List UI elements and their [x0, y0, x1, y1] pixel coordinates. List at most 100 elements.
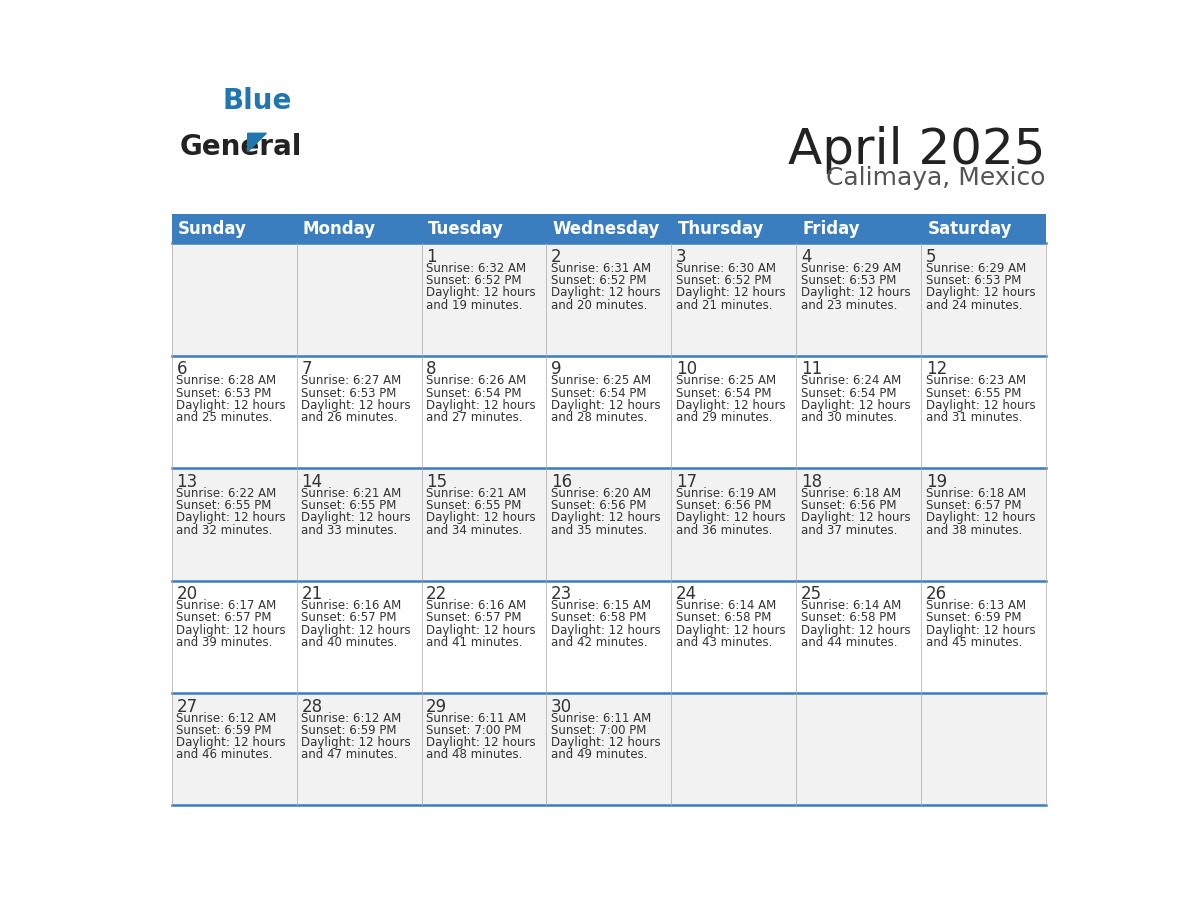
Text: Sunrise: 6:21 AM: Sunrise: 6:21 AM: [426, 487, 526, 499]
Text: Sunset: 6:57 PM: Sunset: 6:57 PM: [925, 499, 1022, 512]
Text: and 19 minutes.: and 19 minutes.: [426, 299, 523, 312]
Text: Sunset: 6:53 PM: Sunset: 6:53 PM: [176, 386, 272, 399]
Text: and 48 minutes.: and 48 minutes.: [426, 748, 523, 762]
Text: and 23 minutes.: and 23 minutes.: [801, 299, 897, 312]
Bar: [172, 243, 1045, 356]
Text: Sunrise: 6:13 AM: Sunrise: 6:13 AM: [925, 599, 1026, 612]
Text: Sunset: 6:56 PM: Sunset: 6:56 PM: [676, 499, 771, 512]
Text: Daylight: 12 hours: Daylight: 12 hours: [426, 399, 536, 412]
Text: Daylight: 12 hours: Daylight: 12 hours: [801, 286, 910, 299]
Text: 14: 14: [302, 473, 322, 491]
Text: Daylight: 12 hours: Daylight: 12 hours: [176, 623, 286, 637]
Text: and 46 minutes.: and 46 minutes.: [176, 748, 273, 762]
Text: 4: 4: [801, 248, 811, 266]
Text: Daylight: 12 hours: Daylight: 12 hours: [676, 399, 785, 412]
Text: 9: 9: [551, 361, 562, 378]
Text: and 37 minutes.: and 37 minutes.: [801, 523, 897, 537]
Text: and 38 minutes.: and 38 minutes.: [925, 523, 1022, 537]
Text: 21: 21: [302, 586, 322, 603]
Text: Sunset: 6:52 PM: Sunset: 6:52 PM: [676, 274, 771, 287]
Bar: [172, 468, 1045, 580]
Text: Sunset: 6:55 PM: Sunset: 6:55 PM: [925, 386, 1022, 399]
Text: Sunset: 6:54 PM: Sunset: 6:54 PM: [676, 386, 771, 399]
Text: Sunrise: 6:20 AM: Sunrise: 6:20 AM: [551, 487, 651, 499]
Text: Sunrise: 6:21 AM: Sunrise: 6:21 AM: [302, 487, 402, 499]
Text: Sunset: 6:57 PM: Sunset: 6:57 PM: [426, 611, 522, 624]
Text: and 49 minutes.: and 49 minutes.: [551, 748, 647, 762]
Text: 15: 15: [426, 473, 448, 491]
Text: 24: 24: [676, 586, 697, 603]
Text: Daylight: 12 hours: Daylight: 12 hours: [676, 286, 785, 299]
Text: Daylight: 12 hours: Daylight: 12 hours: [551, 286, 661, 299]
Text: Daylight: 12 hours: Daylight: 12 hours: [302, 736, 411, 749]
Text: Sunset: 6:52 PM: Sunset: 6:52 PM: [426, 274, 522, 287]
Text: Sunrise: 6:11 AM: Sunrise: 6:11 AM: [426, 711, 526, 724]
Text: Sunset: 6:53 PM: Sunset: 6:53 PM: [801, 274, 896, 287]
Text: Daylight: 12 hours: Daylight: 12 hours: [925, 623, 1035, 637]
Text: Sunrise: 6:24 AM: Sunrise: 6:24 AM: [801, 375, 901, 387]
Text: April 2025: April 2025: [789, 126, 1045, 174]
Text: 11: 11: [801, 361, 822, 378]
Text: Sunrise: 6:14 AM: Sunrise: 6:14 AM: [801, 599, 901, 612]
Text: Monday: Monday: [303, 219, 375, 238]
Text: and 42 minutes.: and 42 minutes.: [551, 636, 647, 649]
Text: Sunrise: 6:15 AM: Sunrise: 6:15 AM: [551, 599, 651, 612]
Text: Daylight: 12 hours: Daylight: 12 hours: [426, 736, 536, 749]
Text: Sunrise: 6:28 AM: Sunrise: 6:28 AM: [176, 375, 277, 387]
Text: Sunset: 6:54 PM: Sunset: 6:54 PM: [551, 386, 646, 399]
Text: and 43 minutes.: and 43 minutes.: [676, 636, 772, 649]
Text: and 36 minutes.: and 36 minutes.: [676, 523, 772, 537]
Bar: [172, 356, 1045, 468]
Text: Sunrise: 6:23 AM: Sunrise: 6:23 AM: [925, 375, 1026, 387]
Text: and 40 minutes.: and 40 minutes.: [302, 636, 398, 649]
Text: Daylight: 12 hours: Daylight: 12 hours: [176, 399, 286, 412]
Text: Daylight: 12 hours: Daylight: 12 hours: [302, 399, 411, 412]
Text: 3: 3: [676, 248, 687, 266]
Text: 10: 10: [676, 361, 697, 378]
Text: and 45 minutes.: and 45 minutes.: [925, 636, 1022, 649]
Text: Sunset: 6:53 PM: Sunset: 6:53 PM: [302, 386, 397, 399]
Text: Sunrise: 6:14 AM: Sunrise: 6:14 AM: [676, 599, 776, 612]
Text: 13: 13: [176, 473, 197, 491]
Text: Sunset: 6:57 PM: Sunset: 6:57 PM: [302, 611, 397, 624]
Bar: [172, 693, 1045, 805]
Text: and 39 minutes.: and 39 minutes.: [176, 636, 273, 649]
Text: Friday: Friday: [802, 219, 860, 238]
Text: Sunset: 6:53 PM: Sunset: 6:53 PM: [925, 274, 1022, 287]
Text: 5: 5: [925, 248, 936, 266]
Text: 18: 18: [801, 473, 822, 491]
Text: Daylight: 12 hours: Daylight: 12 hours: [302, 511, 411, 524]
Text: 23: 23: [551, 586, 573, 603]
Text: Daylight: 12 hours: Daylight: 12 hours: [551, 511, 661, 524]
Text: Daylight: 12 hours: Daylight: 12 hours: [426, 623, 536, 637]
Text: 30: 30: [551, 698, 573, 716]
Polygon shape: [248, 133, 266, 151]
Bar: [172, 214, 1045, 243]
Text: and 41 minutes.: and 41 minutes.: [426, 636, 523, 649]
Text: Sunset: 6:59 PM: Sunset: 6:59 PM: [302, 724, 397, 737]
Text: 7: 7: [302, 361, 311, 378]
Text: Sunset: 6:54 PM: Sunset: 6:54 PM: [426, 386, 522, 399]
Text: Daylight: 12 hours: Daylight: 12 hours: [801, 399, 910, 412]
Text: Daylight: 12 hours: Daylight: 12 hours: [426, 511, 536, 524]
Text: Sunset: 6:54 PM: Sunset: 6:54 PM: [801, 386, 896, 399]
Text: Sunrise: 6:12 AM: Sunrise: 6:12 AM: [176, 711, 277, 724]
Text: Daylight: 12 hours: Daylight: 12 hours: [302, 623, 411, 637]
Text: 1: 1: [426, 248, 437, 266]
Text: Sunrise: 6:22 AM: Sunrise: 6:22 AM: [176, 487, 277, 499]
Text: Tuesday: Tuesday: [428, 219, 504, 238]
Text: Sunday: Sunday: [178, 219, 247, 238]
Text: Sunset: 6:55 PM: Sunset: 6:55 PM: [176, 499, 272, 512]
Text: 29: 29: [426, 698, 448, 716]
Text: Sunrise: 6:29 AM: Sunrise: 6:29 AM: [925, 262, 1026, 274]
Text: Sunrise: 6:25 AM: Sunrise: 6:25 AM: [676, 375, 776, 387]
Text: Sunset: 6:59 PM: Sunset: 6:59 PM: [176, 724, 272, 737]
Text: Thursday: Thursday: [677, 219, 764, 238]
Text: 16: 16: [551, 473, 573, 491]
Bar: [172, 580, 1045, 693]
Text: Daylight: 12 hours: Daylight: 12 hours: [676, 623, 785, 637]
Text: and 27 minutes.: and 27 minutes.: [426, 411, 523, 424]
Text: and 31 minutes.: and 31 minutes.: [925, 411, 1022, 424]
Text: 2: 2: [551, 248, 562, 266]
Text: Daylight: 12 hours: Daylight: 12 hours: [801, 623, 910, 637]
